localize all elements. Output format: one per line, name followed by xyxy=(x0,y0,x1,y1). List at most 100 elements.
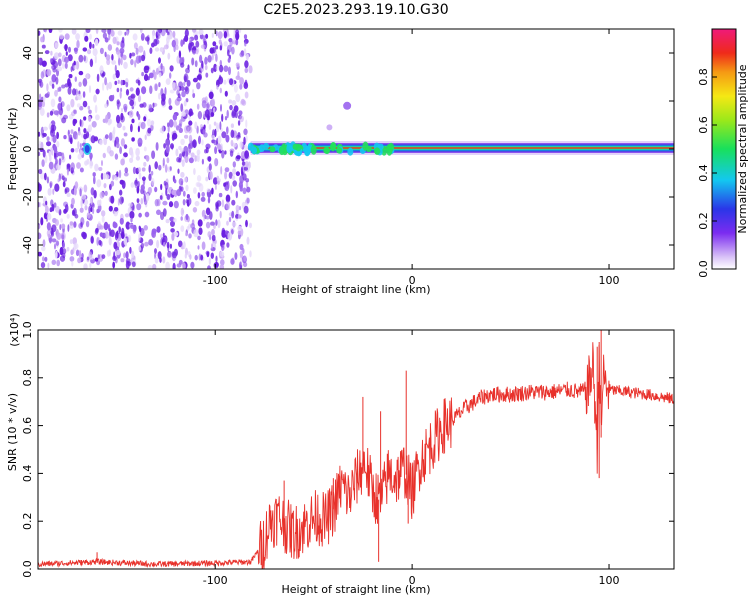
spectrogram-noise-cell xyxy=(200,44,206,49)
spectrogram-noise-cell xyxy=(116,99,120,105)
spectrogram-noise-cell xyxy=(184,35,189,42)
spectrogram-noise-cell xyxy=(117,198,120,206)
spectrogram-noise-cell xyxy=(56,232,62,240)
spectrogram-noise-cell xyxy=(214,157,217,167)
spectrogram-noise-cell xyxy=(112,174,115,181)
colorbar: 0.0 0.2 0.4 0.6 0.8 Normalized spectral ampl… xyxy=(697,28,749,278)
spectrogram-noise-cell xyxy=(139,103,144,108)
spectrogram-noise-cell xyxy=(151,42,155,48)
spectrogram-noise-cell xyxy=(68,46,71,53)
spectrogram-noise-cell xyxy=(70,98,75,108)
spectrogram-noise-cell xyxy=(46,176,50,184)
spectrogram-noise-cell xyxy=(131,137,135,142)
spectrogram-noise-cell xyxy=(38,143,41,152)
spectrogram-noise-cell xyxy=(225,229,229,236)
spectrogram-noise-cell xyxy=(163,44,169,50)
spectrogram-noise-cell xyxy=(122,125,126,131)
spectrogram-noise-cell xyxy=(115,49,120,55)
spectrogram-noise-cell xyxy=(53,52,60,60)
spectrogram-noise-cell xyxy=(105,54,111,61)
spectrogram-noise-cell xyxy=(66,213,70,219)
spectrogram-noise-cell xyxy=(53,110,60,116)
spectrogram-noise-cell xyxy=(176,189,182,197)
spectrogram-noise-cell xyxy=(95,29,99,35)
spectrogram-noise-cell xyxy=(238,206,242,211)
spectrogram-noise-cell xyxy=(92,43,95,49)
snr-x-axis-label: Height of straight line (km) xyxy=(281,583,430,596)
spectrogram-noise-cell xyxy=(178,81,184,88)
spectrogram-noise-cell xyxy=(158,82,161,88)
spectrogram-noise-cell xyxy=(152,102,155,109)
spectrogram-noise-cell xyxy=(58,52,62,58)
spectrogram-noise-cell xyxy=(228,216,232,223)
spectrogram-noise-cell xyxy=(230,185,233,194)
spectrogram-noise-cell xyxy=(97,254,100,260)
spectrogram-noise-cell xyxy=(38,30,41,36)
spectrogram-noise-cell xyxy=(205,33,209,39)
spectrogram-noise-cell xyxy=(38,131,41,137)
spectrogram-noise-cell xyxy=(227,57,231,63)
spectrogram-noise-cell xyxy=(131,150,134,159)
spectrogram-noise-cell xyxy=(148,164,151,173)
spectrogram-noise-cell xyxy=(224,171,228,180)
spectrogram-noise-cell xyxy=(68,81,72,89)
spectrogram-noise-cell xyxy=(162,208,167,217)
spectrogram-noise-cell xyxy=(158,72,162,78)
spectrogram-noise-cell xyxy=(99,191,105,199)
spectrogram-noise-cell xyxy=(117,30,123,36)
spectrogram-noise-cell xyxy=(50,147,53,152)
spectrogram-noise-cell xyxy=(113,207,119,212)
spectrogram-noise-cell xyxy=(175,148,179,157)
spectrogram-trace-cell xyxy=(304,147,311,157)
spectrogram-noise-cell xyxy=(104,51,107,58)
spectrogram-noise-cell xyxy=(191,57,195,66)
spectrogram-noise-cell xyxy=(52,68,57,73)
spectrogram-noise-cell xyxy=(156,239,160,249)
spectrogram-noise-cell xyxy=(221,149,225,159)
spectrogram-noise-cell xyxy=(84,205,88,211)
spectrogram-noise-cell xyxy=(180,171,185,178)
spectrogram-noise-cell xyxy=(122,54,127,61)
spectrogram-noise-cell xyxy=(212,41,217,47)
spectrogram-noise-cell xyxy=(51,74,57,83)
spectrogram-noise-cell xyxy=(78,81,82,88)
spectrogram-trace-cell xyxy=(365,145,372,153)
spectrogram-noise-cell xyxy=(105,114,109,123)
spectrogram-noise-cell xyxy=(192,29,197,33)
spectrogram-noise-cell xyxy=(201,241,206,250)
spectrogram-noise-cell xyxy=(154,47,160,52)
spectrogram-noise-cell xyxy=(210,67,214,74)
spectrogram-noise-cell xyxy=(56,66,63,72)
spectrogram-noise-cell xyxy=(178,240,183,248)
spectrogram-noise-cell xyxy=(215,219,218,226)
spectrogram-noise-cell xyxy=(244,161,249,168)
spectrogram-noise-cell xyxy=(38,251,42,257)
spectrogram-noise-cell xyxy=(94,54,97,64)
spectrogram-noise-cell xyxy=(109,228,112,237)
spectrogram-noise-cell xyxy=(239,52,245,58)
spectrogram-noise-cell xyxy=(167,52,171,60)
spectrogram-noise-cell xyxy=(153,83,159,92)
spectrogram-noise-cell xyxy=(94,38,99,46)
spectrogram-noise-cell xyxy=(235,190,238,199)
spectrogram-noise-cell xyxy=(165,219,170,224)
spectrogram-noise-cell xyxy=(172,218,177,223)
spectrogram-noise-cell xyxy=(73,221,77,228)
spectrogram-noise-cell xyxy=(95,114,100,121)
spectrogram-noise-cell xyxy=(83,263,88,269)
spectrogram-noise-cell xyxy=(210,252,214,259)
spectrogram-noise-cell xyxy=(194,121,198,130)
spectrogram-noise-cell xyxy=(243,205,249,214)
spectrogram-noise-cell xyxy=(53,145,58,154)
spectrogram-noise-cell xyxy=(162,65,165,74)
spectrogram-noise-cell xyxy=(211,98,216,108)
spectrogram-noise-cell xyxy=(59,246,64,256)
spectrogram-noise-cell xyxy=(56,131,59,140)
colorbar-tick-label: 0.2 xyxy=(697,212,710,230)
spectrogram-noise-cell xyxy=(106,82,109,91)
spectrogram-noise-cell xyxy=(146,193,150,202)
spectrogram-noise-cell xyxy=(148,173,152,181)
spectrogram-noise-cell xyxy=(150,170,154,176)
spectrogram-x-tick-label: 100 xyxy=(599,274,620,287)
spectrogram-noise-cell xyxy=(154,199,159,207)
